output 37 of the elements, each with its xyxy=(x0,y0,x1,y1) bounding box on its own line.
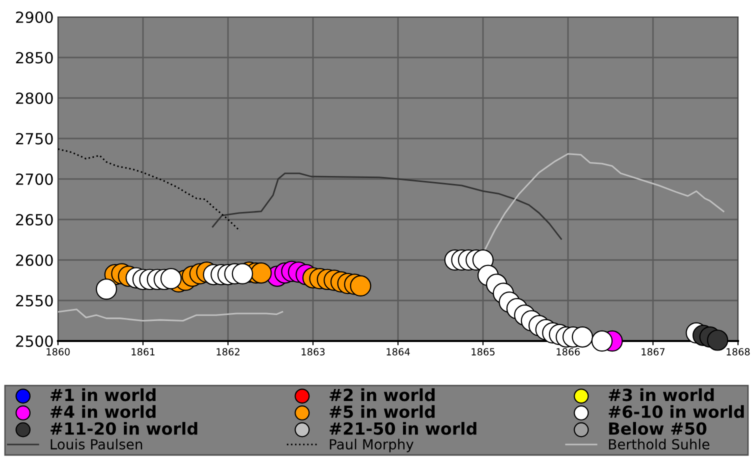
y-tick-label: 2750 xyxy=(16,132,53,145)
x-tick-label: 1862 xyxy=(216,348,240,356)
legend-label: #6-10 in world xyxy=(608,405,744,418)
point xyxy=(706,330,728,351)
legend-label: Berthold Suhle xyxy=(609,438,710,450)
point xyxy=(572,326,594,348)
y-tick-label: 2700 xyxy=(16,173,53,186)
y-tick-label: 2550 xyxy=(16,294,53,307)
x-tick-label: 1864 xyxy=(386,348,410,356)
legend-label: Below #50 xyxy=(609,422,706,435)
x-tick-label: 1866 xyxy=(556,348,580,356)
x-tick-label: 1868 xyxy=(726,348,750,356)
legend-label: #11-20 in world xyxy=(50,422,198,435)
y-tick-label: 2650 xyxy=(16,214,53,226)
point xyxy=(591,330,613,352)
x-tick-label: 1867 xyxy=(642,348,665,356)
legend-label: #2 in world xyxy=(330,388,435,402)
x-tick-label: 1861 xyxy=(132,348,154,356)
y-tick-label: 2500 xyxy=(16,335,53,348)
point xyxy=(350,275,372,297)
legend-label: Louis Paulsen xyxy=(50,438,142,450)
line-series xyxy=(58,148,241,232)
legend-label: #4 in world xyxy=(50,405,156,418)
line-series xyxy=(212,172,562,240)
legend-label: #5 in world xyxy=(330,405,435,418)
y-tick-label: 2850 xyxy=(16,52,53,64)
legend-label: Paul Morphy xyxy=(330,438,414,452)
y-tick-label: 2800 xyxy=(16,92,53,104)
x-tick-label: 1865 xyxy=(472,348,495,356)
point xyxy=(96,278,118,300)
legend-label: #1 in world xyxy=(50,388,156,402)
legend-label: #21-50 in world xyxy=(330,422,476,435)
legend-label: #3 in world xyxy=(608,388,714,402)
y-tick-label: 2600 xyxy=(16,254,53,266)
x-tick-label: 1863 xyxy=(302,348,325,356)
y-tick-label: 2900 xyxy=(16,11,53,24)
x-tick-label: 1860 xyxy=(46,348,70,356)
